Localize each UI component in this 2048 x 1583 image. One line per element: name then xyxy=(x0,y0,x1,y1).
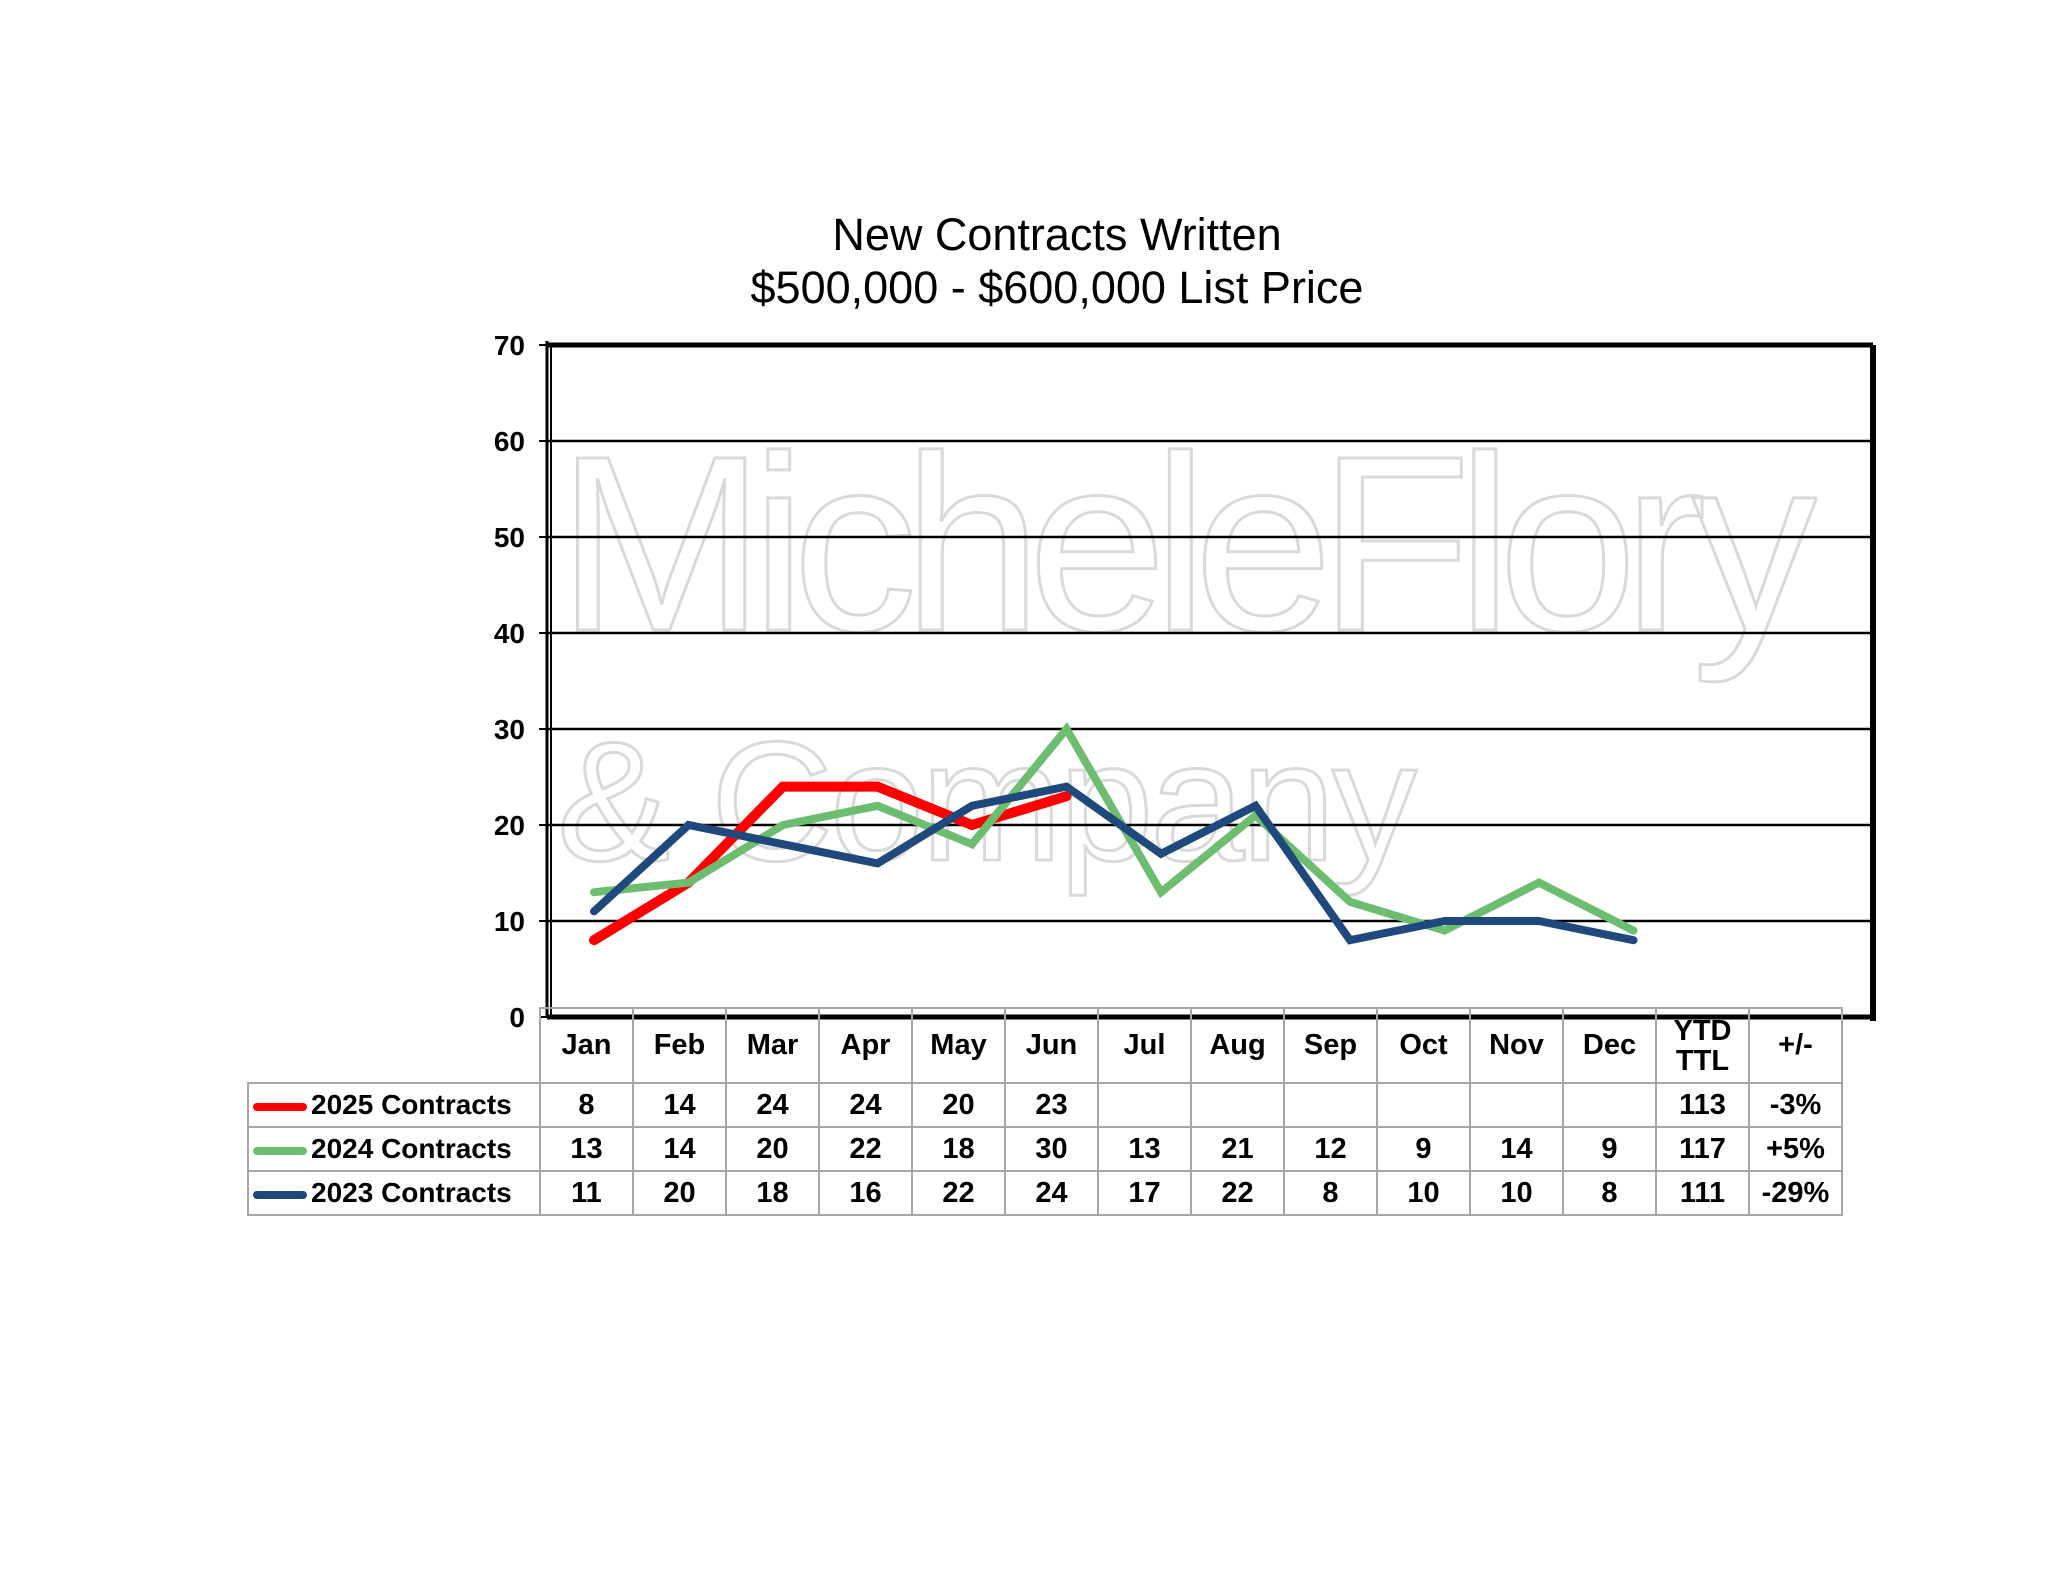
y-tick-label: 40 xyxy=(494,618,525,649)
data-label: 18 xyxy=(911,1126,1006,1172)
ytd-total-cell: 113 xyxy=(1655,1082,1750,1128)
data-label: 14 xyxy=(632,1082,727,1128)
data-label: 22 xyxy=(1190,1170,1285,1216)
month-header: Dec xyxy=(1562,1007,1657,1084)
data-label: 8 xyxy=(1562,1170,1657,1216)
change-header: +/- xyxy=(1748,1007,1843,1084)
series-name: 2023 Contracts xyxy=(311,1177,512,1208)
data-label: 18 xyxy=(725,1170,820,1216)
month-header: Nov xyxy=(1469,1007,1564,1084)
change-cell: -29% xyxy=(1748,1170,1843,1216)
month-header: Sep xyxy=(1283,1007,1378,1084)
data-label: 24 xyxy=(818,1082,913,1128)
series-line xyxy=(590,721,1638,935)
ytd-total-cell: 117 xyxy=(1655,1126,1750,1172)
y-tick-label: 30 xyxy=(494,714,525,745)
month-header: Oct xyxy=(1376,1007,1471,1084)
data-label: 24 xyxy=(725,1082,820,1128)
ytd-total-cell: 111 xyxy=(1655,1170,1750,1216)
chart-title-block: New Contracts Written $500,000 - $600,00… xyxy=(0,208,2048,314)
data-label: 10 xyxy=(1376,1170,1471,1216)
data-table: Jan Feb Mar Apr May Jun Jul Aug Sep Oct … xyxy=(247,1007,1843,1216)
table-corner xyxy=(248,1008,541,1084)
data-label: 17 xyxy=(1097,1170,1192,1216)
month-header: Aug xyxy=(1190,1007,1285,1084)
data-label: 9 xyxy=(1376,1126,1471,1172)
month-header: May xyxy=(911,1007,1006,1084)
data-label: 30 xyxy=(1004,1126,1099,1172)
table-row: 2023 Contracts 11 20 18 16 22 24 17 22 8 10 10 8 111-… xyxy=(247,1170,1843,1216)
data-label: 20 xyxy=(725,1126,820,1172)
series-lines xyxy=(589,721,1638,946)
y-tick-label: 50 xyxy=(494,522,525,553)
month-header: Apr xyxy=(818,1007,913,1084)
change-cell: -3% xyxy=(1748,1082,1843,1128)
data-label: 9 xyxy=(1562,1126,1657,1172)
month-header: Feb xyxy=(632,1007,727,1084)
ytd-header-line1: YTD xyxy=(1673,1014,1732,1047)
month-header: Jan xyxy=(539,1007,634,1084)
data-label xyxy=(1190,1082,1285,1128)
series-legend-cell: 2023 Contracts xyxy=(247,1170,541,1216)
data-label: 11 xyxy=(539,1170,634,1216)
data-label: 20 xyxy=(632,1170,727,1216)
chart-subtitle: $500,000 - $600,000 List Price xyxy=(750,262,1364,313)
table-row: 2025 Contracts 8 14 24 24 20 23 113 -3% xyxy=(247,1082,1843,1128)
data-label xyxy=(1469,1082,1564,1128)
data-label: 21 xyxy=(1190,1126,1285,1172)
plot-frame xyxy=(545,341,1876,1021)
data-label: 10 xyxy=(1469,1170,1564,1216)
series-line xyxy=(590,782,1638,945)
series-legend-cell: 2024 Contracts xyxy=(247,1126,541,1172)
month-header: Mar xyxy=(725,1007,820,1084)
legend-swatch xyxy=(253,1146,307,1155)
series-name: 2025 Contracts xyxy=(311,1089,512,1120)
series-legend-cell: 2025 Contracts xyxy=(247,1082,541,1128)
data-label: 22 xyxy=(911,1170,1006,1216)
table-header-row: Jan Feb Mar Apr May Jun Jul Aug Sep Oct … xyxy=(248,1007,1843,1084)
legend-swatch xyxy=(253,1190,307,1199)
data-label: 13 xyxy=(539,1126,634,1172)
change-cell: +5% xyxy=(1748,1126,1843,1172)
data-label xyxy=(1097,1082,1192,1128)
ytd-header: YTD TTL xyxy=(1655,1007,1750,1084)
data-label: 14 xyxy=(632,1126,727,1172)
y-tick-label: 60 xyxy=(494,426,525,457)
y-tick-label: 10 xyxy=(494,906,525,937)
series-name: 2024 Contracts xyxy=(311,1133,512,1164)
data-label: 14 xyxy=(1469,1126,1564,1172)
data-label: 24 xyxy=(1004,1170,1099,1216)
y-tick-label: 20 xyxy=(494,810,525,841)
legend-swatch xyxy=(253,1102,307,1111)
table-row: 2024 Contracts 13 14 20 22 18 30 13 21 12 9 14 9 117 +… xyxy=(247,1126,1843,1172)
data-label xyxy=(1562,1082,1657,1128)
data-label: 20 xyxy=(911,1082,1006,1128)
chart-title: New Contracts Written xyxy=(832,209,1282,260)
y-tick-label: 70 xyxy=(494,330,525,361)
ytd-header-line2: TTL xyxy=(1675,1044,1730,1077)
data-label xyxy=(1283,1082,1378,1128)
data-label: 13 xyxy=(1097,1126,1192,1172)
data-label: 8 xyxy=(1283,1170,1378,1216)
month-header: Jun xyxy=(1004,1007,1099,1084)
month-header: Jul xyxy=(1097,1007,1192,1084)
data-label: 23 xyxy=(1004,1082,1099,1128)
data-label xyxy=(1376,1082,1471,1128)
data-label: 16 xyxy=(818,1170,913,1216)
data-label: 8 xyxy=(539,1082,634,1128)
data-label: 12 xyxy=(1283,1126,1378,1172)
data-label: 22 xyxy=(818,1126,913,1172)
